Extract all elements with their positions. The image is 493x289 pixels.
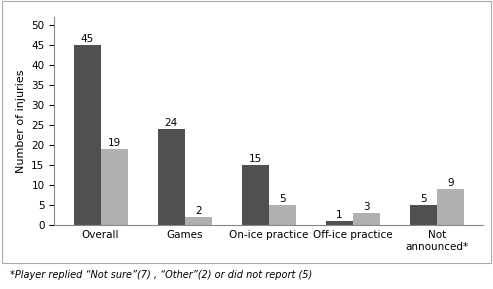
Bar (326, 221, 352, 225)
Text: *Player replied “Not sure”(7) , “Other”(2) or did not report (5): *Player replied “Not sure”(7) , “Other”(… (10, 270, 312, 280)
Text: 3: 3 (363, 202, 369, 212)
Bar (158, 129, 185, 225)
Text: 19: 19 (107, 138, 121, 148)
Bar (242, 165, 269, 225)
Bar (437, 189, 463, 225)
Bar (185, 217, 211, 225)
Text: 2: 2 (195, 206, 202, 216)
Bar (74, 45, 101, 225)
Bar (352, 213, 380, 225)
Text: 15: 15 (248, 154, 262, 164)
Text: 5: 5 (279, 194, 285, 204)
Bar (269, 205, 296, 225)
Text: 5: 5 (420, 194, 426, 204)
Text: 9: 9 (447, 178, 454, 188)
Bar (101, 149, 128, 225)
Text: 24: 24 (165, 118, 178, 128)
Bar (410, 205, 437, 225)
Text: 45: 45 (80, 34, 94, 44)
Text: 1: 1 (336, 210, 343, 220)
Y-axis label: Number of injuries: Number of injuries (16, 70, 26, 173)
